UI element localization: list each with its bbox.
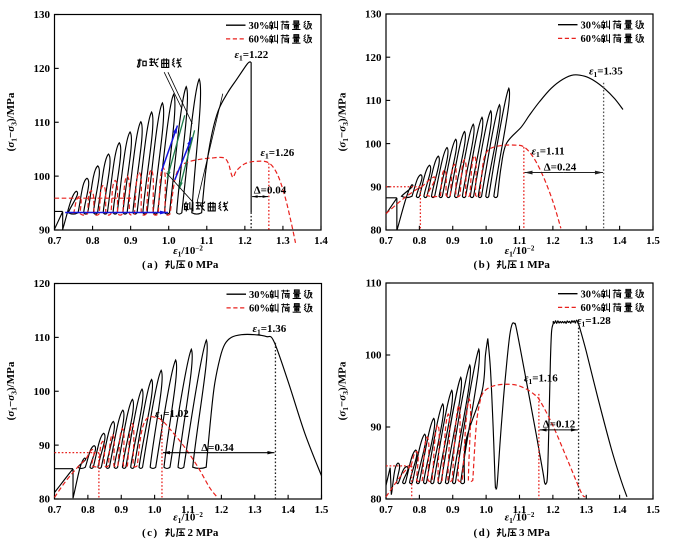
svg-text:ε1=1.36: ε1=1.36 (253, 323, 287, 337)
svg-text:0.7: 0.7 (379, 504, 393, 516)
svg-text:0.8: 0.8 (413, 504, 427, 516)
svg-text:1.4: 1.4 (314, 235, 328, 247)
svg-text:(σ1−σ3)/MPa: (σ1−σ3)/MPa (5, 361, 19, 420)
svg-text:30%: 30% (581, 289, 602, 300)
svg-text:30%: 30% (581, 20, 602, 31)
svg-text:130: 130 (365, 9, 382, 21)
svg-text:30%: 30% (249, 290, 270, 301)
svg-text:1 MPa: 1 MPa (519, 259, 550, 271)
svg-text:(c): (c) (142, 527, 159, 539)
svg-text:0.9: 0.9 (124, 235, 138, 247)
svg-text:60%: 60% (249, 35, 270, 46)
svg-text:0.9: 0.9 (446, 504, 460, 516)
svg-text:1.2: 1.2 (238, 235, 252, 247)
svg-text:80: 80 (371, 225, 383, 237)
svg-text:1.5: 1.5 (646, 235, 660, 247)
svg-text:(d): (d) (474, 527, 492, 539)
svg-text:90: 90 (371, 182, 383, 194)
svg-text:120: 120 (34, 63, 51, 75)
svg-text:1.5: 1.5 (315, 504, 329, 516)
svg-text:30%: 30% (249, 21, 270, 32)
svg-text:0.8: 0.8 (413, 235, 427, 247)
svg-text:ε1=1.11: ε1=1.11 (532, 146, 565, 160)
svg-text:1.0: 1.0 (479, 504, 493, 516)
svg-text:ε1=1.26: ε1=1.26 (261, 147, 295, 161)
svg-text:2 MPa: 2 MPa (188, 527, 219, 539)
svg-text:1.2: 1.2 (215, 504, 229, 516)
svg-text:1.4: 1.4 (281, 504, 295, 516)
svg-text:ε1=1.16: ε1=1.16 (524, 373, 558, 387)
svg-text:0.9: 0.9 (446, 235, 460, 247)
svg-text:60%: 60% (581, 34, 602, 45)
svg-text:ε1/10−2: ε1/10−2 (173, 245, 203, 259)
svg-text:110: 110 (366, 278, 382, 290)
svg-text:90: 90 (39, 225, 51, 237)
svg-text:ε1/10−2: ε1/10−2 (505, 511, 535, 525)
svg-text:90: 90 (39, 440, 51, 452)
svg-text:Δ=0.24: Δ=0.24 (544, 161, 577, 173)
svg-text:120: 120 (34, 278, 51, 290)
svg-text:120: 120 (365, 52, 382, 64)
svg-text:3 MPa: 3 MPa (519, 527, 550, 539)
svg-text:80: 80 (371, 494, 383, 506)
svg-text:1.1: 1.1 (513, 235, 527, 247)
svg-text:(σ1−σ3)/MPa: (σ1−σ3)/MPa (337, 92, 351, 151)
svg-text:1.1: 1.1 (513, 504, 527, 516)
svg-text:0.8: 0.8 (86, 235, 100, 247)
svg-text:0.8: 0.8 (81, 504, 95, 516)
svg-text:0.7: 0.7 (379, 235, 393, 247)
svg-text:1.2: 1.2 (546, 504, 560, 516)
svg-text:90: 90 (371, 422, 383, 434)
svg-text:1.4: 1.4 (613, 504, 627, 516)
svg-text:1.5: 1.5 (646, 504, 660, 516)
svg-text:(a): (a) (142, 259, 159, 271)
svg-text:110: 110 (366, 95, 382, 107)
svg-text:1.3: 1.3 (248, 504, 262, 516)
svg-text:100: 100 (34, 171, 51, 183)
svg-text:Δ=0.04: Δ=0.04 (254, 184, 287, 196)
svg-text:Δ=0.12: Δ=0.12 (543, 418, 576, 430)
svg-text:(σ1−σ3)/MPa: (σ1−σ3)/MPa (337, 361, 351, 420)
svg-text:130: 130 (34, 9, 51, 21)
svg-text:ε1/10−2: ε1/10−2 (173, 511, 203, 525)
svg-text:ε1=1.02: ε1=1.02 (155, 408, 189, 422)
svg-text:1.1: 1.1 (181, 504, 195, 516)
svg-text:110: 110 (34, 117, 50, 129)
svg-text:1.0: 1.0 (479, 235, 493, 247)
svg-text:1.1: 1.1 (200, 235, 214, 247)
svg-text:1.3: 1.3 (579, 235, 593, 247)
svg-text:(σ1−σ3)/MPa: (σ1−σ3)/MPa (5, 92, 19, 151)
svg-text:110: 110 (34, 332, 50, 344)
svg-text:80: 80 (39, 494, 51, 506)
svg-text:0.9: 0.9 (114, 504, 128, 516)
svg-text:0 MPa: 0 MPa (188, 259, 219, 271)
svg-text:1.3: 1.3 (276, 235, 290, 247)
svg-text:ε1=1.28: ε1=1.28 (577, 315, 611, 329)
svg-text:0.7: 0.7 (48, 235, 62, 247)
svg-text:ε1=1.22: ε1=1.22 (235, 49, 269, 63)
svg-text:100: 100 (365, 350, 382, 362)
svg-text:60%: 60% (581, 303, 602, 314)
svg-text:0.7: 0.7 (48, 504, 62, 516)
svg-text:60%: 60% (249, 304, 270, 315)
svg-text:Δ=0.34: Δ=0.34 (201, 442, 234, 454)
svg-text:(b): (b) (474, 259, 492, 271)
svg-text:ε1/10−2: ε1/10−2 (505, 245, 535, 259)
svg-text:1.0: 1.0 (162, 235, 176, 247)
svg-text:ε1=1.35: ε1=1.35 (589, 65, 623, 79)
svg-text:100: 100 (365, 138, 382, 150)
svg-text:1.0: 1.0 (148, 504, 162, 516)
svg-text:1.2: 1.2 (546, 235, 560, 247)
svg-text:1.3: 1.3 (579, 504, 593, 516)
svg-text:1.4: 1.4 (613, 235, 627, 247)
svg-text:100: 100 (34, 386, 51, 398)
